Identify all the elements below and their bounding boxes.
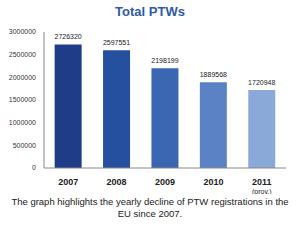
svg-text:2010: 2010 [203,177,223,187]
svg-text:2009: 2009 [155,177,175,187]
svg-text:2011(prov.): 2011(prov.) [252,177,272,194]
svg-text:0: 0 [32,164,36,171]
svg-text:2597551: 2597551 [103,39,130,46]
html-text:The graph highlights the yearl: The graph highlights the yearly decline … [11,196,289,219]
svg-text:1500000: 1500000 [9,96,36,103]
svg-text:1720948: 1720948 [248,79,275,86]
svg-text:2500000: 2500000 [9,51,36,58]
svg-text:1000000: 1000000 [9,119,36,126]
svg-text:2000000: 2000000 [9,74,36,81]
svg-text:2198199: 2198199 [151,57,178,64]
svg-text:1889568: 1889568 [200,71,227,78]
html-text:Total PTWs: Total PTWs [115,4,185,19]
svg-text:500000: 500000 [13,142,36,149]
svg-text:2007: 2007 [58,177,78,187]
svg-text:2726320: 2726320 [55,33,82,40]
svg-text:3000000: 3000000 [9,28,36,35]
svg-text:2008: 2008 [107,177,127,187]
